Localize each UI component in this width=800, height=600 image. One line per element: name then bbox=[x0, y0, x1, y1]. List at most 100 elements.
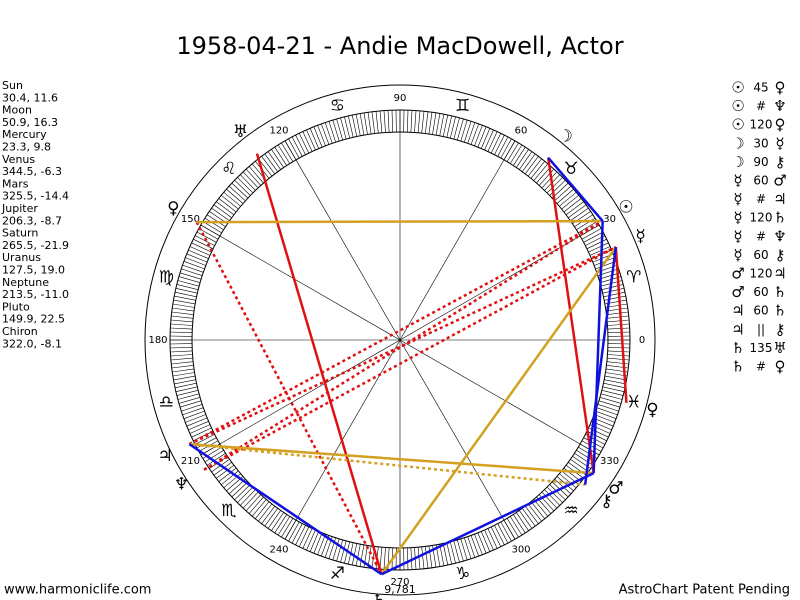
degree-label: 60 bbox=[515, 125, 528, 136]
aspect-type: 60 bbox=[753, 174, 768, 188]
degree-label: 270 bbox=[390, 577, 409, 588]
aspect-type: 60 bbox=[753, 304, 768, 318]
chart-title: 1958-04-21 - Andie MacDowell, Actor bbox=[176, 32, 623, 60]
aspect-line bbox=[546, 157, 595, 474]
aspect-type: 120 bbox=[750, 267, 773, 281]
aspect-b: ♄ bbox=[773, 209, 786, 227]
degree-label: 90 bbox=[394, 93, 407, 104]
planet-name: Moon bbox=[2, 104, 32, 117]
planet-position: 325.5, -14.4 bbox=[2, 190, 69, 203]
planet-position: 127.5, 19.0 bbox=[2, 264, 65, 277]
planet-name: Saturn bbox=[2, 227, 38, 240]
planet-glyph: ♃ bbox=[157, 446, 172, 466]
planet-position: 206.3, -8.7 bbox=[2, 214, 62, 227]
planet-glyph: ♀ bbox=[646, 400, 658, 420]
aspect-b: ♃ bbox=[773, 265, 786, 283]
aspect-line bbox=[381, 471, 595, 576]
planet-glyph: ♀ bbox=[167, 199, 179, 219]
degree-label: 150 bbox=[181, 214, 200, 225]
planet-name: Uranus bbox=[2, 251, 41, 264]
planet-position: 213.5, -11.0 bbox=[2, 288, 69, 301]
degree-label: 30 bbox=[603, 214, 616, 225]
planet-glyph: ☽ bbox=[558, 127, 573, 147]
aspect-b: ♂ bbox=[773, 172, 786, 190]
aspect-a: ☿ bbox=[733, 209, 742, 227]
aspect-line bbox=[255, 153, 383, 575]
planet-position: 30.4, 11.6 bbox=[2, 91, 58, 104]
planet-position: 322.0, -8.1 bbox=[2, 337, 62, 350]
aspect-a: ☿ bbox=[733, 172, 742, 190]
spoke bbox=[200, 224, 401, 341]
aspect-a: ☽ bbox=[731, 134, 744, 152]
planet-glyph: ♄ bbox=[372, 591, 387, 600]
aspect-line bbox=[583, 246, 618, 485]
aspect-b: ♀ bbox=[775, 116, 786, 134]
aspect-type: 135 bbox=[750, 341, 773, 355]
planet-glyph: ♆ bbox=[174, 475, 189, 495]
aspect-line bbox=[203, 220, 604, 471]
spoke bbox=[399, 339, 600, 456]
sign-glyph: ♒ bbox=[563, 501, 578, 521]
aspect-line bbox=[188, 219, 604, 446]
aspect-b: ♆ bbox=[773, 97, 786, 115]
aspect-type: 90 bbox=[753, 155, 768, 169]
spoke bbox=[200, 339, 401, 456]
planet-name: Pluto bbox=[2, 300, 30, 313]
aspect-a: ☉ bbox=[731, 79, 744, 97]
aspect-type: 30 bbox=[753, 136, 768, 150]
aspect-type: || bbox=[757, 322, 765, 336]
sign-glyph: ♌ bbox=[221, 159, 236, 179]
aspect-b: ♀ bbox=[775, 358, 786, 376]
aspect-type: # bbox=[756, 229, 766, 243]
aspect-type: 60 bbox=[753, 285, 768, 299]
aspect-b: ⚷ bbox=[775, 320, 786, 338]
aspect-b: ♆ bbox=[773, 227, 786, 245]
footer-left: www.harmoniclife.com bbox=[4, 583, 151, 598]
spoke bbox=[284, 140, 401, 341]
degree-label: 180 bbox=[148, 335, 167, 346]
planet-name: Neptune bbox=[2, 276, 49, 289]
aspect-a: ♂ bbox=[731, 265, 744, 283]
aspect-a: ♃ bbox=[731, 302, 744, 320]
sign-glyph: ♓ bbox=[626, 393, 641, 413]
sign-glyph: ♐ bbox=[330, 564, 345, 584]
aspect-b: ⚷ bbox=[775, 246, 786, 264]
aspect-b: ☿ bbox=[775, 134, 784, 152]
sign-glyph: ♉ bbox=[563, 159, 578, 179]
aspect-b: ♄ bbox=[773, 302, 786, 320]
aspect-a: ♃ bbox=[731, 320, 744, 338]
aspect-a: ☉ bbox=[731, 116, 744, 134]
spoke bbox=[399, 339, 516, 540]
planet-position: 344.5, -6.3 bbox=[2, 165, 62, 178]
aspect-b: ♀ bbox=[775, 79, 786, 97]
aspect-line bbox=[380, 246, 617, 576]
aspect-b: ♄ bbox=[773, 283, 786, 301]
planet-glyph: ☉ bbox=[618, 197, 633, 217]
degree-label: 210 bbox=[181, 456, 200, 467]
planet-name: Chiron bbox=[2, 325, 38, 338]
sign-glyph: ♑ bbox=[455, 564, 470, 584]
sign-glyph: ♈ bbox=[626, 267, 641, 287]
aspect-type: 120 bbox=[750, 118, 773, 132]
aspect-a: ☽ bbox=[731, 153, 744, 171]
aspect-type: 60 bbox=[753, 248, 768, 262]
degree-label: 0 bbox=[639, 335, 645, 346]
aspect-line bbox=[614, 246, 628, 403]
planet-glyph: ⚷ bbox=[600, 491, 612, 511]
aspect-a: ☿ bbox=[733, 227, 742, 245]
aspect-type: # bbox=[756, 360, 766, 374]
planet-name: Venus bbox=[2, 153, 35, 166]
degree-label: 120 bbox=[269, 125, 288, 136]
aspect-line bbox=[203, 245, 617, 471]
planet-position: 265.5, -21.9 bbox=[2, 239, 69, 252]
aspect-type: 120 bbox=[750, 211, 773, 225]
sign-glyph: ♊ bbox=[455, 96, 470, 116]
sign-glyph: ♏ bbox=[221, 501, 236, 521]
planet-glyph: ☿ bbox=[635, 226, 645, 246]
degree-label: 240 bbox=[269, 545, 288, 556]
footer-right: AstroChart Patent Pending bbox=[619, 583, 790, 598]
degree-label: 300 bbox=[511, 545, 530, 556]
aspect-line bbox=[189, 442, 586, 486]
sign-glyph: ♋ bbox=[330, 96, 345, 116]
